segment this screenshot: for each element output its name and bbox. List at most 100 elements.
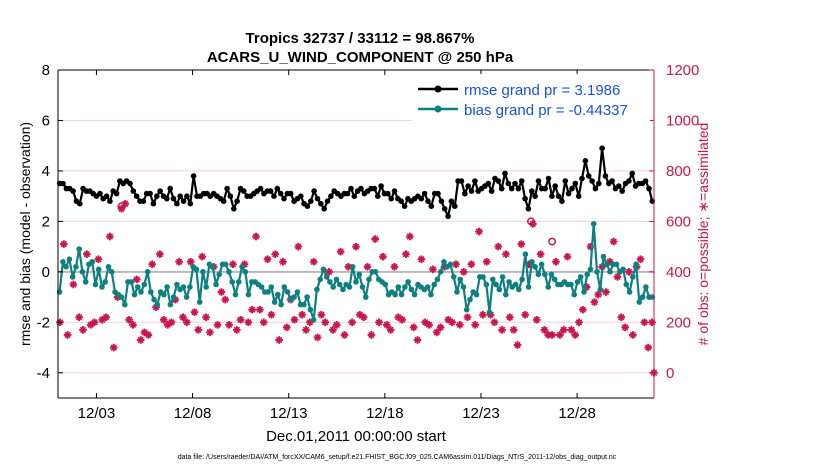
obs-assimilated-marker — [148, 260, 157, 269]
bias-point — [431, 281, 438, 288]
bias-point — [499, 274, 506, 280]
rmse-point — [445, 213, 451, 220]
obs-assimilated-marker — [471, 321, 479, 329]
rmse-point — [465, 183, 472, 189]
rmse-point — [257, 185, 264, 192]
obs-assimilated-marker — [390, 263, 399, 271]
bias-point — [538, 261, 545, 268]
bias-point — [294, 289, 301, 295]
bias-point — [522, 251, 529, 257]
rmse-point — [318, 200, 324, 207]
obs-assimilated-marker — [555, 331, 564, 339]
rmse-point — [435, 190, 441, 197]
rmse-point — [518, 178, 525, 184]
rmse-point — [358, 185, 364, 192]
rmse-point — [545, 175, 552, 182]
rmse-point — [157, 188, 163, 194]
obs-assimilated-marker — [498, 326, 506, 334]
bias-point — [317, 276, 324, 283]
obs-assimilated-marker — [133, 275, 141, 284]
rmse-point — [488, 188, 495, 194]
rmse-point — [324, 198, 331, 204]
bias-point — [428, 291, 434, 298]
obs-assimilated-marker — [75, 313, 83, 322]
y-left-tick-label: 0 — [42, 264, 50, 281]
bias-point — [571, 291, 577, 298]
bias-point — [82, 279, 89, 285]
bias-point — [63, 264, 69, 270]
bias-point — [196, 299, 203, 305]
bias-point — [581, 289, 587, 295]
obs-assimilated-marker — [479, 310, 487, 319]
chart-title-line1: Tropics 32737 / 33112 = 98.867% — [246, 30, 475, 47]
obs-assimilated-marker — [248, 305, 256, 314]
obs-assimilated-marker — [325, 268, 333, 276]
obs-assimilated-marker — [548, 331, 556, 339]
bias-point — [242, 269, 249, 275]
obs-assimilated-marker — [136, 336, 145, 344]
bias-point — [441, 259, 447, 265]
rmse-point — [425, 198, 431, 204]
obs-assimilated-marker — [59, 240, 68, 248]
obs-assimilated-marker — [102, 313, 110, 322]
rmse-point — [287, 190, 294, 197]
obs-assimilated-marker — [567, 326, 576, 334]
rmse-point — [401, 203, 408, 209]
rmse-point — [70, 188, 76, 194]
rmse-point — [619, 188, 625, 194]
bias-point — [200, 269, 206, 275]
obs-assimilated-marker — [144, 331, 153, 339]
bias-point — [512, 281, 519, 288]
bias-point — [310, 317, 317, 323]
bias-point — [122, 301, 128, 308]
obs-assimilated-marker — [352, 242, 360, 251]
bias-point — [542, 271, 548, 278]
x-tick-label: 12/23 — [462, 405, 500, 422]
obs-assimilated-marker — [625, 268, 633, 276]
bias-point — [594, 269, 600, 275]
obs-assimilated-marker — [436, 323, 445, 332]
bias-point — [174, 281, 180, 288]
rmse-point — [468, 188, 475, 194]
rmse-point — [164, 195, 170, 202]
bias-point — [138, 289, 144, 295]
bias-point — [239, 264, 245, 270]
rmse-point — [241, 188, 247, 194]
bias-point — [76, 246, 82, 252]
obs-possible-marker — [117, 202, 126, 211]
rmse-point — [60, 180, 66, 187]
bias-point — [203, 284, 209, 290]
x-tick-label: 12/08 — [174, 405, 212, 422]
rmse-point — [646, 185, 652, 192]
obs-assimilated-marker — [221, 295, 230, 304]
bias-point — [620, 266, 626, 273]
bias-point — [473, 291, 480, 298]
bias-point — [437, 269, 444, 275]
bias-point — [105, 264, 112, 270]
x-axis-label: Dec.01,2011 00:00:00 start — [266, 428, 447, 445]
bias-point — [66, 256, 73, 263]
obs-assimilated-marker — [79, 326, 87, 334]
bias-point — [535, 271, 542, 278]
bias-point — [187, 284, 193, 290]
bias-point — [356, 271, 363, 278]
bias-point — [405, 279, 411, 285]
obs-assimilated-marker — [90, 318, 99, 327]
rmse-point — [602, 173, 609, 179]
obs-assimilated-marker — [359, 313, 368, 322]
rmse-point — [154, 193, 160, 199]
rmse-point — [113, 190, 120, 197]
bias-point — [275, 291, 281, 298]
obs-assimilated-marker — [375, 318, 383, 327]
rmse-point — [378, 183, 384, 189]
rmse-point — [281, 195, 287, 202]
obs-assimilated-marker — [379, 252, 387, 261]
x-tick-label: 12/18 — [366, 405, 404, 422]
bias-point — [213, 281, 219, 288]
bias-point — [236, 279, 242, 285]
obs-assimilated-marker — [259, 318, 268, 327]
rmse-point — [107, 198, 113, 204]
obs-possible-marker — [548, 237, 557, 246]
rmse-point — [579, 175, 585, 182]
axes — [57, 69, 655, 399]
